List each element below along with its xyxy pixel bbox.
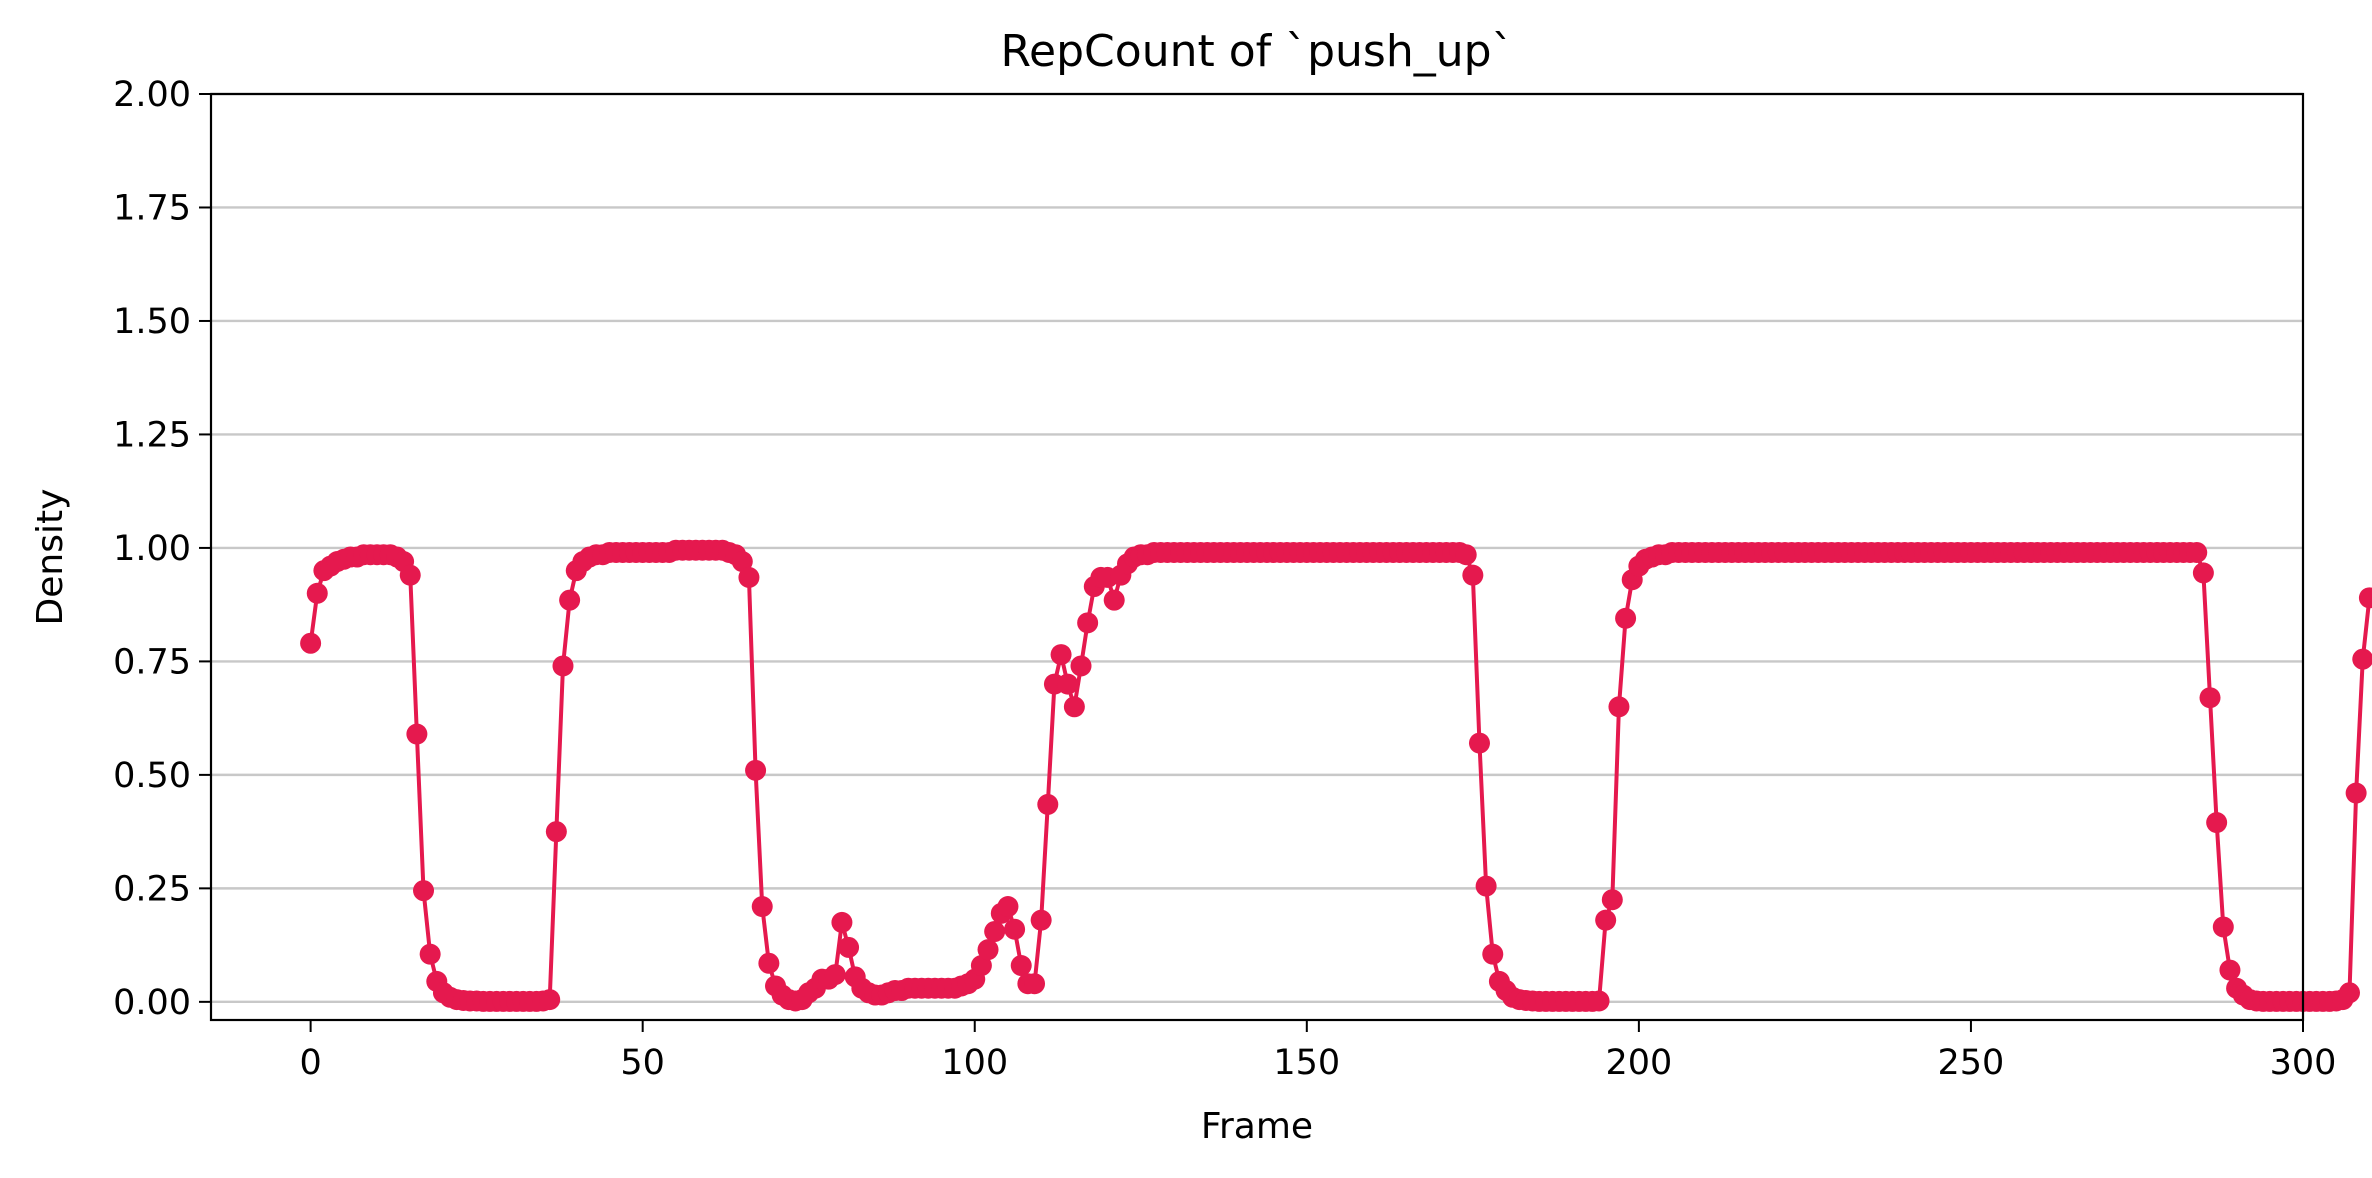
y-axis-label: Density: [30, 489, 71, 626]
data-point: [1608, 696, 1630, 718]
data-point: [1615, 607, 1637, 629]
data-point: [1475, 875, 1497, 897]
y-tick-label: 0.50: [113, 756, 191, 796]
axis-ticks: 0.00 0.25 0.50 0.75 1.00 1.25 1.50 1.75 2.00 0 50 1…: [113, 75, 2336, 1083]
data-point: [306, 582, 328, 604]
data-point: [1482, 943, 1504, 965]
x-tick-label: 100: [941, 1043, 1008, 1083]
data-point: [738, 566, 760, 588]
plot-frame: [209, 92, 2305, 1022]
data-point: [2192, 562, 2214, 584]
data-point: [1588, 990, 1610, 1012]
y-tick-label: 0.25: [113, 869, 191, 909]
data-point: [731, 551, 753, 573]
data-point: [1455, 544, 1477, 566]
y-tick-label: 0.75: [113, 642, 191, 682]
data-point: [552, 655, 574, 677]
data-point: [1030, 909, 1052, 931]
data-point: [539, 989, 561, 1011]
chart-title: RepCount of `push_up`: [1000, 26, 1513, 77]
data-point: [970, 955, 992, 977]
y-tick-label: 2.00: [113, 75, 191, 115]
data-point: [1601, 889, 1623, 911]
x-tick-label: 50: [620, 1043, 665, 1083]
data-point: [1077, 612, 1099, 634]
data-point: [997, 896, 1019, 918]
data-point: [758, 952, 780, 974]
data-point: [1595, 909, 1617, 931]
y-tick-label: 0.00: [113, 983, 191, 1023]
data-point: [1063, 696, 1085, 718]
series-layer: [300, 539, 2372, 1012]
data-point: [2358, 587, 2372, 609]
data-point: [1050, 644, 1072, 666]
x-tick-label: 250: [1938, 1043, 2005, 1083]
data-point: [984, 920, 1006, 942]
data-point: [1024, 973, 1046, 995]
data-point: [1004, 918, 1026, 940]
data-point: [300, 632, 322, 654]
data-point: [2352, 648, 2372, 670]
data-point: [1037, 793, 1059, 815]
data-point: [2206, 812, 2228, 834]
data-point: [745, 759, 767, 781]
x-tick-label: 300: [2270, 1043, 2337, 1083]
y-tick-label: 1.25: [113, 415, 191, 455]
data-point: [1103, 589, 1125, 611]
x-tick-label: 200: [1605, 1043, 1672, 1083]
data-point: [2199, 687, 2221, 709]
data-point: [1010, 955, 1032, 977]
x-tick-label: 0: [299, 1043, 321, 1083]
data-point: [1057, 673, 1079, 695]
data-point: [2219, 959, 2241, 981]
y-tick-label: 1.00: [113, 529, 191, 569]
data-point: [413, 880, 435, 902]
data-point: [559, 589, 581, 611]
data-point: [838, 936, 860, 958]
data-point: [399, 564, 421, 586]
data-point: [2338, 982, 2360, 1004]
data-point: [977, 939, 999, 961]
data-point: [545, 821, 567, 843]
data-point: [419, 943, 441, 965]
data-point: [751, 896, 773, 918]
y-tick-label: 1.75: [113, 188, 191, 228]
data-point: [2186, 541, 2208, 563]
data-point: [831, 911, 853, 933]
x-tick-label: 150: [1273, 1043, 1340, 1083]
data-point: [2212, 916, 2234, 938]
data-point: [824, 964, 846, 986]
data-point: [1468, 732, 1490, 754]
x-axis-label: Frame: [1201, 1106, 1313, 1147]
data-point: [1462, 564, 1484, 586]
data-point: [1070, 655, 1092, 677]
data-point: [2345, 782, 2367, 804]
y-tick-label: 1.50: [113, 302, 191, 342]
data-point: [406, 723, 428, 745]
